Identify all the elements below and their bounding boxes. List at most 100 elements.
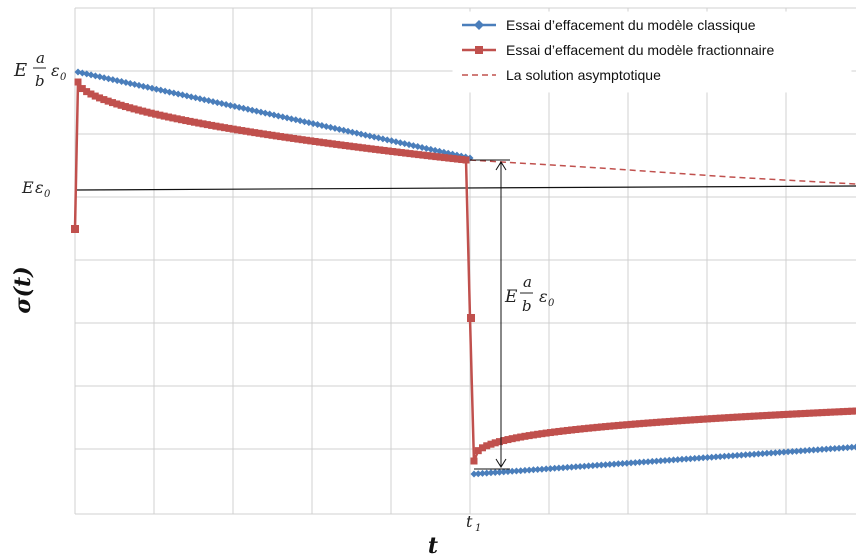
series-group (71, 68, 856, 478)
data-point (410, 150, 418, 158)
gap-annotation-label: E a b ε 0 (504, 273, 555, 315)
data-point (491, 469, 499, 476)
data-point (691, 454, 699, 462)
data-point (589, 462, 597, 470)
data-point (152, 110, 160, 118)
data-point (177, 116, 185, 124)
data-point (733, 413, 741, 421)
data-point (134, 106, 142, 114)
data-point (580, 425, 588, 433)
data-point (521, 466, 529, 474)
data-point (483, 442, 491, 450)
data-point (801, 447, 809, 455)
data-point (333, 140, 341, 148)
data-point (551, 464, 559, 472)
data-point (848, 443, 856, 451)
data-point (661, 457, 669, 464)
data-point (559, 464, 567, 472)
data-point (720, 414, 728, 422)
data-point (691, 416, 699, 424)
data-point (324, 139, 332, 147)
data-point (763, 449, 771, 457)
data-point (623, 421, 631, 429)
svg-text:b: b (35, 72, 45, 90)
data-point (147, 109, 155, 117)
data-point (805, 409, 813, 417)
data-point (508, 467, 516, 475)
data-point (822, 445, 830, 453)
data-point (572, 426, 580, 434)
data-point (827, 408, 835, 416)
data-point (771, 411, 779, 419)
data-point (517, 467, 525, 475)
data-point (852, 407, 856, 415)
data-point (674, 456, 682, 464)
data-point (839, 408, 847, 416)
data-point (814, 409, 822, 417)
data-point (746, 412, 754, 420)
data-point (767, 411, 775, 419)
svg-text:Essai d’effacement du modèle c: Essai d’effacement du modèle classique (506, 17, 756, 33)
data-point (234, 126, 242, 134)
data-point (474, 470, 482, 478)
data-point (716, 453, 724, 461)
data-point (665, 417, 673, 425)
data-point (478, 444, 486, 452)
series-3 (469, 159, 856, 185)
data-point (397, 149, 405, 157)
svg-text:ε: ε (51, 61, 60, 80)
data-point (593, 423, 601, 431)
data-point (203, 121, 211, 129)
svg-text:t: t (466, 512, 473, 531)
data-point (661, 418, 669, 426)
data-point (814, 446, 822, 454)
data-point (597, 461, 605, 469)
data-point (725, 414, 733, 422)
data-point (708, 453, 716, 461)
data-point (695, 415, 703, 423)
data-point (87, 90, 95, 98)
data-point (797, 410, 805, 418)
data-point (432, 153, 440, 161)
data-point (121, 103, 129, 111)
data-point (648, 419, 656, 427)
data-point (631, 459, 639, 467)
svg-text:E: E (504, 287, 518, 307)
data-point (729, 413, 737, 421)
data-point (737, 413, 745, 421)
data-point (788, 448, 796, 455)
data-point (699, 454, 707, 462)
data-point (500, 468, 508, 476)
data-point (495, 438, 503, 446)
data-point (423, 152, 431, 160)
data-point (644, 419, 652, 427)
data-point (315, 138, 323, 146)
data-point (371, 145, 379, 153)
data-point (495, 468, 503, 476)
data-point (776, 448, 784, 456)
data-point (100, 96, 108, 104)
data-point (606, 460, 614, 468)
data-point (474, 447, 482, 455)
data-point (678, 455, 686, 463)
data-point (346, 142, 354, 150)
data-point (703, 454, 711, 461)
data-point (281, 133, 289, 141)
data-point (186, 117, 194, 125)
data-point (585, 424, 593, 432)
data-point (682, 455, 690, 463)
x-tick-label-t1: t 1 (466, 512, 481, 534)
svg-text:La solution asymptotique: La solution asymptotique (506, 67, 661, 83)
legend-item-classique: Essai d’effacement du modèle classique (462, 17, 756, 33)
series-2 (71, 78, 856, 465)
data-point (376, 146, 384, 154)
data-point (593, 461, 601, 469)
svg-text:ε: ε (539, 287, 548, 306)
data-point (169, 114, 177, 122)
data-point (563, 463, 571, 471)
svg-text:b: b (522, 297, 532, 315)
annotation-group (470, 159, 510, 470)
data-point (589, 424, 597, 432)
data-point (759, 450, 767, 458)
data-point (277, 133, 285, 141)
